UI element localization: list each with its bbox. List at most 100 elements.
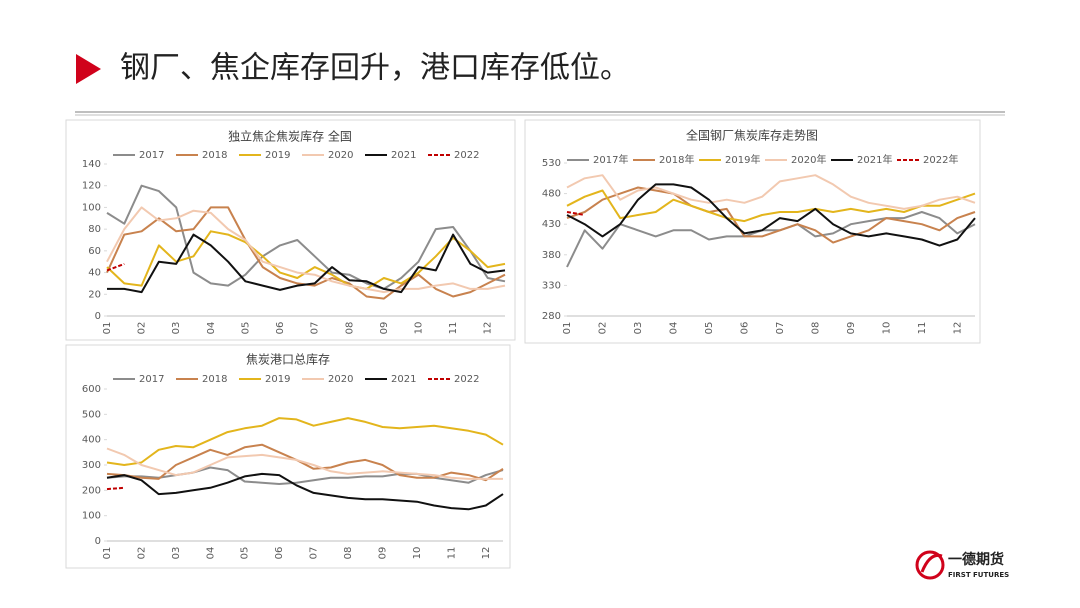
- series-line: [106, 443, 504, 482]
- legend-label: 2018年: [659, 153, 694, 166]
- y-tick-label: 100: [82, 202, 101, 213]
- y-tick-label: 300: [82, 460, 101, 471]
- series-line: [106, 262, 125, 272]
- legend-label: 2021: [391, 374, 416, 385]
- legend-label: 2017: [139, 150, 164, 161]
- x-tick-label: 09: [379, 322, 390, 335]
- y-tick-label: 600: [82, 384, 101, 395]
- y-tick-label: 20: [88, 289, 101, 300]
- legend-label: 2017: [139, 374, 164, 385]
- x-tick-label: 05: [704, 322, 715, 335]
- x-tick-label: 11: [446, 547, 457, 560]
- series-line: [106, 466, 504, 485]
- series-line: [107, 233, 506, 294]
- legend-label: 2022: [454, 374, 479, 385]
- x-tick-label: 04: [206, 322, 217, 335]
- series-line: [566, 186, 976, 244]
- y-tick-label: 80: [88, 224, 101, 235]
- logo-subtitle: FIRST FUTURES: [948, 571, 1009, 579]
- y-tick-label: 60: [88, 246, 101, 257]
- x-tick-label: 04: [668, 322, 679, 335]
- x-tick-label: 11: [917, 322, 928, 335]
- y-tick-label: 380: [542, 250, 561, 261]
- legend-label: 2017年: [593, 153, 628, 166]
- legend-label: 2020: [328, 150, 353, 161]
- y-tick-label: 120: [82, 181, 101, 192]
- x-tick-label: 03: [171, 547, 182, 560]
- y-tick-label: 400: [82, 435, 101, 446]
- logo: 一德期货 FIRST FUTURES: [915, 550, 1009, 580]
- legend-label: 2018: [202, 374, 227, 385]
- series-line: [106, 184, 506, 290]
- chart-frame: [65, 119, 516, 341]
- legend-label: 2019: [265, 150, 290, 161]
- y-tick-label: 100: [82, 511, 101, 522]
- title-marker: [76, 54, 101, 84]
- x-tick-label: 08: [343, 547, 354, 560]
- series-line: [566, 211, 585, 216]
- x-tick-label: 03: [171, 322, 182, 335]
- legend-label: 2020年: [791, 153, 826, 166]
- x-tick-label: 02: [137, 322, 148, 335]
- x-tick-label: 07: [310, 322, 321, 335]
- x-tick-label: 09: [846, 322, 857, 335]
- series-line: [106, 417, 504, 466]
- x-tick-label: 12: [483, 322, 494, 335]
- series-line: [106, 486, 125, 491]
- x-tick-label: 02: [136, 547, 147, 560]
- y-tick-label: 430: [542, 219, 561, 230]
- logo-icon: [915, 550, 945, 580]
- y-tick-label: 330: [542, 280, 561, 291]
- x-tick-label: 05: [240, 547, 251, 560]
- logo-name: 一德期货: [948, 551, 1004, 568]
- legend-label: 2022年: [923, 153, 958, 166]
- chart-title: 全国钢厂焦炭库存走势图: [686, 128, 818, 143]
- series-line: [106, 206, 506, 294]
- x-tick-label: 03: [633, 322, 644, 335]
- x-tick-label: 05: [240, 322, 251, 335]
- x-tick-label: 12: [952, 322, 963, 335]
- x-tick-label: 11: [448, 322, 459, 335]
- x-tick-label: 08: [344, 322, 355, 335]
- y-tick-label: 0: [95, 536, 101, 547]
- x-tick-label: 12: [481, 547, 492, 560]
- x-tick-label: 06: [274, 547, 285, 560]
- x-tick-label: 06: [275, 322, 286, 335]
- x-tick-label: 08: [810, 322, 821, 335]
- series-line: [566, 211, 976, 268]
- chart-title: 独立焦企焦炭库存 全国: [228, 129, 352, 144]
- x-tick-label: 04: [205, 547, 216, 560]
- x-tick-label: 10: [413, 322, 424, 335]
- legend-label: 2022: [454, 150, 479, 161]
- y-tick-label: 480: [542, 189, 561, 200]
- series-line: [566, 174, 976, 210]
- y-tick-label: 140: [82, 159, 101, 170]
- x-tick-label: 07: [775, 322, 786, 335]
- x-tick-label: 09: [377, 547, 388, 560]
- x-tick-label: 07: [309, 547, 320, 560]
- x-tick-label: 10: [881, 322, 892, 335]
- y-tick-label: 500: [82, 409, 101, 420]
- legend-label: 2019: [265, 374, 290, 385]
- x-tick-label: 10: [412, 547, 423, 560]
- x-tick-label: 01: [562, 322, 573, 335]
- legend-label: 2020: [328, 374, 353, 385]
- legend-label: 2018: [202, 150, 227, 161]
- y-tick-label: 0: [95, 311, 101, 322]
- y-tick-label: 530: [542, 158, 561, 169]
- x-tick-label: 02: [597, 322, 608, 335]
- x-tick-label: 06: [739, 322, 750, 335]
- x-tick-label: 01: [102, 322, 113, 335]
- slide-title: 钢厂、焦企库存回升，港口库存低位。: [120, 51, 630, 86]
- logo-icon: [920, 553, 943, 573]
- legend-label: 2019年: [725, 153, 760, 166]
- series-line: [566, 189, 976, 223]
- y-tick-label: 280: [542, 311, 561, 322]
- x-tick-label: 01: [102, 547, 113, 560]
- series-line: [106, 447, 503, 480]
- series-line: [106, 230, 506, 290]
- legend-label: 2021: [391, 150, 416, 161]
- series-line: [106, 472, 504, 511]
- series-line: [566, 183, 976, 247]
